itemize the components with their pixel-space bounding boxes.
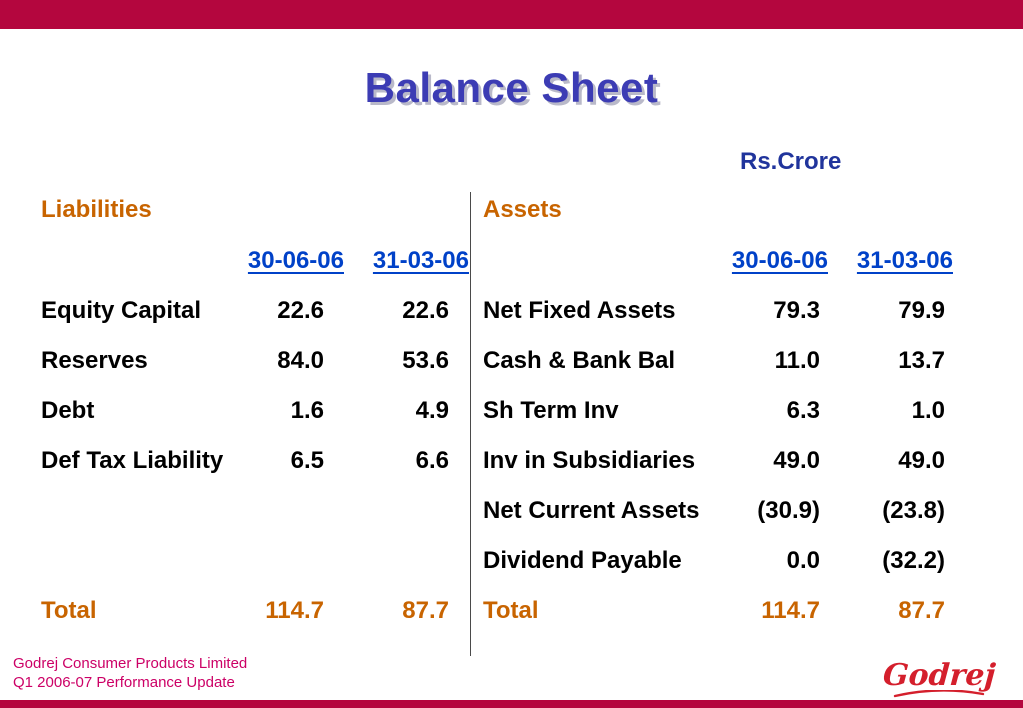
liabilities-col-header-2: 31-03-06: [372, 247, 469, 274]
row-value: 53.6: [402, 347, 449, 374]
table-row: Net Current Assets (30.9) (23.8): [483, 486, 953, 536]
liabilities-table: 30-06-06 31-03-06 Equity Capital 22.6 22…: [41, 236, 469, 636]
assets-table: 30-06-06 31-03-06 Net Fixed Assets 79.3 …: [483, 236, 953, 636]
row-value: 79.3: [773, 297, 820, 324]
page-title: Balance Sheet: [364, 64, 659, 111]
row-value: 49.0: [898, 447, 945, 474]
assets-total-row: Total 114.7 87.7: [483, 586, 953, 636]
row-value: 11.0: [774, 347, 820, 374]
row-value: 84.0: [277, 347, 324, 374]
top-accent-bar: [0, 0, 1023, 29]
row-value: (32.2): [882, 547, 945, 574]
row-value: 13.7: [898, 347, 945, 374]
total-value: 87.7: [898, 597, 945, 624]
row-value: 1.6: [290, 397, 324, 424]
footer: Godrej Consumer Products Limited Q1 2006…: [13, 654, 247, 692]
table-row: Net Fixed Assets 79.3 79.9: [483, 286, 953, 336]
table-row: Debt 1.6 4.9: [41, 386, 469, 436]
table-row: Reserves 84.0 53.6: [41, 336, 469, 386]
total-value: 114.7: [761, 597, 820, 624]
row-label: Net Fixed Assets: [483, 297, 676, 324]
assets-heading: Assets: [483, 196, 562, 223]
table-row: Cash & Bank Bal 11.0 13.7: [483, 336, 953, 386]
total-label: Total: [483, 597, 539, 624]
liabilities-header-row: 30-06-06 31-03-06: [41, 236, 469, 286]
footer-company-line: Godrej Consumer Products Limited: [13, 655, 248, 672]
row-value: 1.0: [911, 397, 945, 424]
table-row: Dividend Payable 0.0 (32.2): [483, 536, 953, 586]
liabilities-col-header-1: 30-06-06: [247, 247, 344, 274]
godrej-logo-text: Godrej: [881, 658, 997, 693]
godrej-logo: Godrej: [881, 658, 997, 698]
table-row: Equity Capital 22.6 22.6: [41, 286, 469, 336]
table-row: Sh Term Inv 6.3 1.0: [483, 386, 953, 436]
table-row: Inv in Subsidiaries 49.0 49.0: [483, 436, 953, 486]
row-value: 6.5: [290, 447, 324, 474]
row-label: Inv in Subsidiaries: [483, 447, 696, 474]
total-label: Total: [41, 597, 97, 624]
godrej-logo-underline: [893, 690, 985, 698]
assets-header-row: 30-06-06 31-03-06: [483, 236, 953, 286]
assets-col-header-1: 30-06-06: [731, 247, 828, 274]
column-divider: [470, 192, 471, 656]
row-value: 22.6: [402, 297, 449, 324]
row-label: Sh Term Inv: [483, 397, 619, 424]
row-value: 6.3: [786, 397, 820, 424]
row-label: Def Tax Liability: [41, 447, 224, 474]
row-label: Net Current Assets: [483, 497, 700, 524]
row-label: Cash & Bank Bal: [483, 347, 676, 374]
row-value: 79.9: [898, 297, 945, 324]
row-value: (23.8): [882, 497, 945, 524]
row-value: 4.9: [415, 397, 449, 424]
liabilities-heading: Liabilities: [41, 196, 152, 223]
row-value: 22.6: [277, 297, 324, 324]
assets-col-header-2: 31-03-06: [856, 247, 953, 274]
row-value: 49.0: [773, 447, 820, 474]
row-label: Dividend Payable: [483, 547, 682, 574]
row-value: (30.9): [757, 497, 820, 524]
row-label: Equity Capital: [41, 297, 202, 324]
row-value: 6.6: [415, 447, 449, 474]
total-value: 114.7: [265, 597, 324, 624]
currency-unit-label: Rs.Crore: [740, 148, 842, 175]
row-label: Reserves: [41, 347, 148, 374]
table-row: Def Tax Liability 6.5 6.6: [41, 436, 469, 486]
row-value: 0.0: [786, 547, 820, 574]
liabilities-total-row: Total 114.7 87.7: [41, 586, 469, 636]
row-label: Debt: [41, 397, 95, 424]
total-value: 87.7: [402, 597, 449, 624]
bottom-accent-bar: [0, 700, 1023, 708]
footer-update-line: Q1 2006-07 Performance Update: [13, 674, 235, 691]
